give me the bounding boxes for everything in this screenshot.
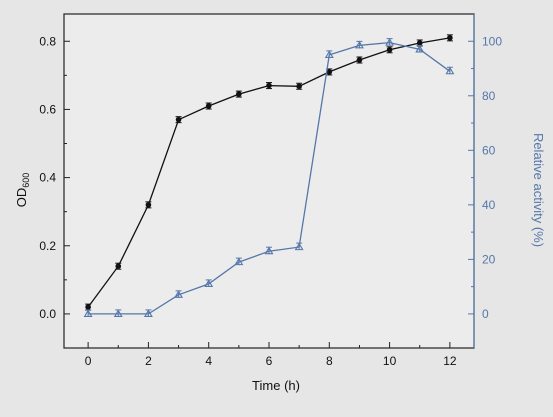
left-tick-label: 0.2 bbox=[39, 239, 56, 253]
right-axis-title: Relative activity (%) bbox=[531, 133, 546, 247]
data-point bbox=[85, 304, 91, 310]
right-tick-label: 40 bbox=[482, 198, 496, 212]
series-1 bbox=[85, 34, 453, 311]
series-layer bbox=[83, 34, 455, 317]
data-point bbox=[143, 309, 153, 317]
x-tick-label: 4 bbox=[205, 354, 212, 368]
x-axis-ticks: 0 2 4 6 8 10 12 bbox=[85, 342, 457, 368]
data-point bbox=[266, 82, 272, 89]
x-axis-title: Time (h) bbox=[252, 378, 300, 393]
x-tick-label: 12 bbox=[443, 354, 457, 368]
x-tick-label: 2 bbox=[145, 354, 152, 368]
data-point bbox=[204, 279, 214, 287]
data-point bbox=[175, 116, 182, 123]
left-tick-label: 0.6 bbox=[39, 102, 56, 116]
right-axis-ticks: 0 20 40 60 80 100 bbox=[468, 34, 502, 321]
data-point bbox=[447, 35, 453, 41]
right-tick-label: 0 bbox=[482, 307, 489, 321]
data-point bbox=[145, 202, 152, 208]
left-axis-title-main: OD bbox=[14, 188, 29, 208]
right-tick-label: 60 bbox=[482, 143, 496, 157]
right-tick-label: 100 bbox=[482, 34, 502, 48]
x-tick-label: 6 bbox=[266, 354, 273, 368]
x-tick-label: 0 bbox=[85, 354, 92, 368]
data-point bbox=[445, 66, 455, 75]
left-axis-ticks: 0.0 0.2 0.4 0.6 0.8 bbox=[39, 34, 70, 321]
x-tick-label: 10 bbox=[383, 354, 397, 368]
data-point bbox=[234, 257, 244, 266]
right-tick-label: 80 bbox=[482, 89, 496, 103]
data-point bbox=[415, 44, 425, 53]
left-tick-label: 0.0 bbox=[39, 307, 56, 321]
data-point bbox=[296, 83, 302, 90]
data-point bbox=[83, 309, 93, 317]
data-point bbox=[205, 103, 212, 109]
series-2 bbox=[83, 38, 455, 317]
data-point bbox=[174, 290, 184, 298]
data-point bbox=[236, 91, 242, 97]
x-tick-label: 8 bbox=[326, 354, 333, 368]
data-point bbox=[115, 263, 122, 270]
data-point bbox=[356, 57, 363, 63]
data-point bbox=[354, 40, 364, 49]
left-tick-label: 0.8 bbox=[39, 34, 56, 48]
data-point bbox=[386, 46, 393, 53]
data-point bbox=[385, 38, 395, 46]
data-point bbox=[324, 50, 334, 58]
left-axis-title-subscript: 600 bbox=[21, 173, 31, 188]
data-point bbox=[326, 69, 333, 75]
left-tick-label: 0.4 bbox=[39, 171, 56, 185]
data-point bbox=[416, 40, 423, 46]
left-axis-title: OD600 bbox=[14, 173, 31, 208]
right-tick-label: 20 bbox=[482, 252, 496, 266]
data-point bbox=[294, 242, 304, 251]
data-point bbox=[113, 309, 123, 317]
data-point bbox=[264, 246, 274, 255]
plot-area bbox=[63, 13, 475, 349]
